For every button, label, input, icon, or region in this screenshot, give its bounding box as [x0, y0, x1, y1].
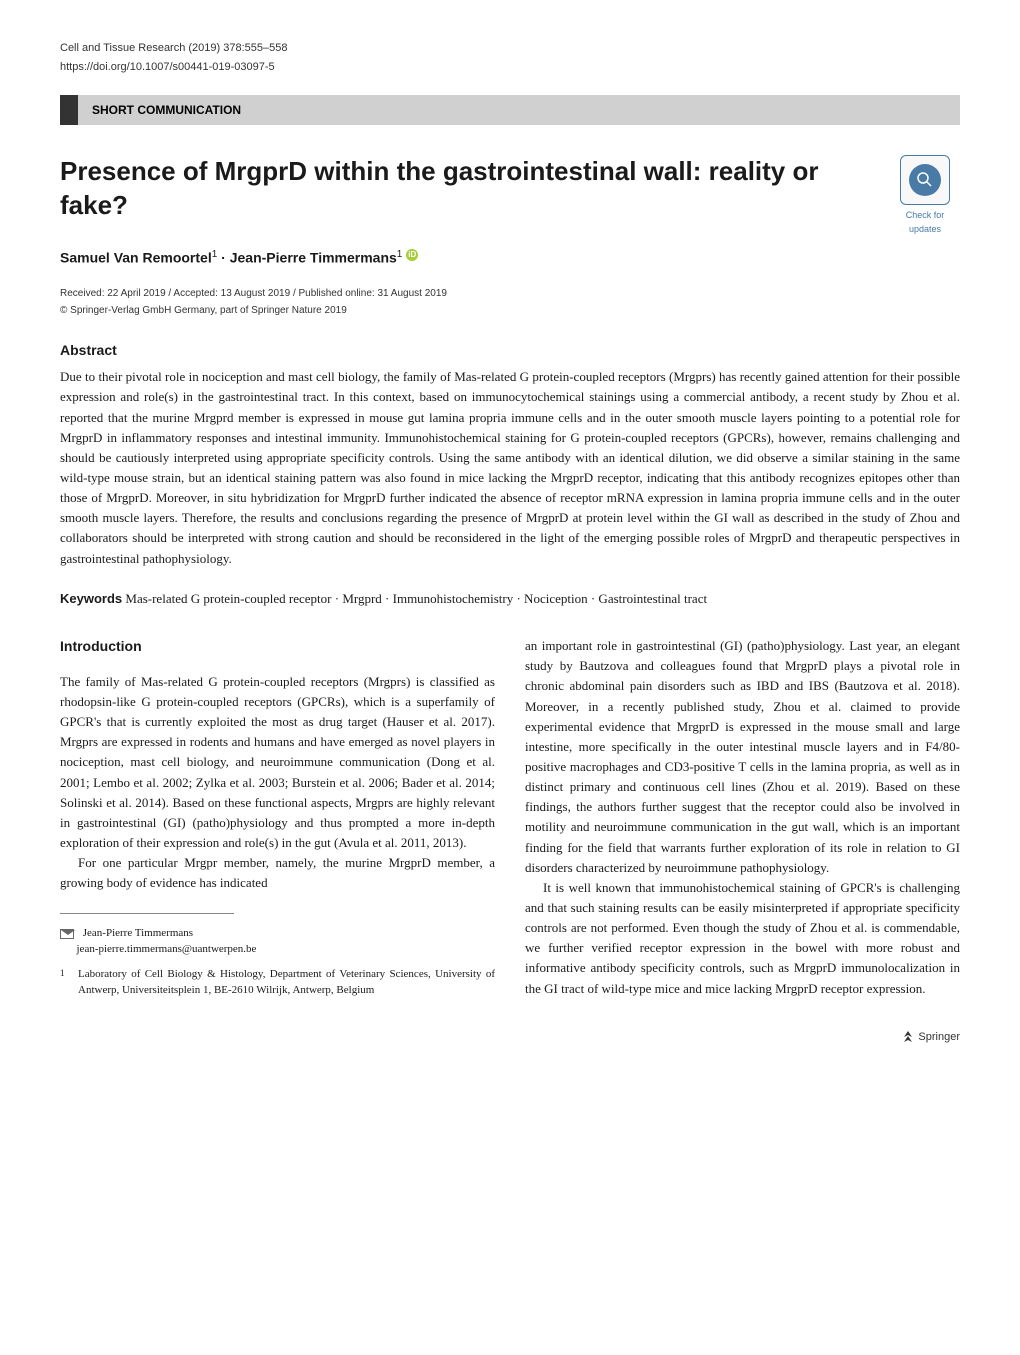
crossmark-circle-icon: [909, 164, 941, 196]
article-title: Presence of MrgprD within the gastrointe…: [60, 155, 960, 223]
intro-para-1: The family of Mas-related G protein-coup…: [60, 672, 495, 853]
intro-para-2: For one particular Mrgpr member, namely,…: [60, 853, 495, 893]
springer-icon: [901, 1030, 915, 1044]
abstract-heading: Abstract: [60, 340, 960, 361]
check-updates-icon: [900, 155, 950, 205]
two-column-layout: Introduction The family of Mas-related G…: [60, 636, 960, 1046]
journal-citation: Cell and Tissue Research (2019) 378:555–…: [60, 40, 960, 57]
check-updates-label: Check for updates: [890, 209, 960, 236]
footer-divider: [60, 913, 234, 914]
right-para-1: an important role in gastrointestinal (G…: [525, 636, 960, 878]
doi: https://doi.org/10.1007/s00441-019-03097…: [60, 59, 960, 76]
check-updates-widget[interactable]: Check for updates: [890, 155, 960, 236]
section-tag-bar: [60, 95, 78, 125]
corr-author-name: Jean-Pierre Timmermans: [83, 927, 193, 939]
introduction-heading: Introduction: [60, 636, 495, 658]
correspondence: Jean-Pierre Timmermans jean-pierre.timme…: [60, 926, 495, 957]
section-tag-container: SHORT COMMUNICATION: [60, 95, 960, 125]
affiliation: 1 Laboratory of Cell Biology & Histology…: [60, 967, 495, 998]
abstract-text: Due to their pivotal role in nociception…: [60, 367, 960, 568]
section-tag: SHORT COMMUNICATION: [78, 95, 960, 125]
springer-logo: Springer: [901, 1029, 960, 1046]
author-1: Samuel Van Remoortel: [60, 249, 212, 265]
left-column: Introduction The family of Mas-related G…: [60, 636, 495, 1046]
author-2: Jean-Pierre Timmermans: [230, 249, 397, 265]
mail-icon: [60, 929, 74, 939]
affiliation-text: Laboratory of Cell Biology & Histology, …: [78, 968, 495, 995]
corr-author-email: jean-pierre.timmermans@uantwerpen.be: [77, 943, 257, 955]
keywords-text: Mas-related G protein-coupled receptor ·…: [122, 591, 707, 606]
keywords: Keywords Mas-related G protein-coupled r…: [60, 589, 960, 609]
right-para-2: It is well known that immunohistochemica…: [525, 878, 960, 999]
copyright: © Springer-Verlag GmbH Germany, part of …: [60, 303, 960, 318]
publication-dates: Received: 22 April 2019 / Accepted: 13 A…: [60, 286, 960, 301]
authors: Samuel Van Remoortel1 · Jean-Pierre Timm…: [60, 247, 960, 269]
orcid-icon[interactable]: iD: [406, 249, 418, 261]
affiliation-number: 1: [60, 967, 65, 980]
keywords-label: Keywords: [60, 591, 122, 606]
right-column: an important role in gastrointestinal (G…: [525, 636, 960, 1046]
